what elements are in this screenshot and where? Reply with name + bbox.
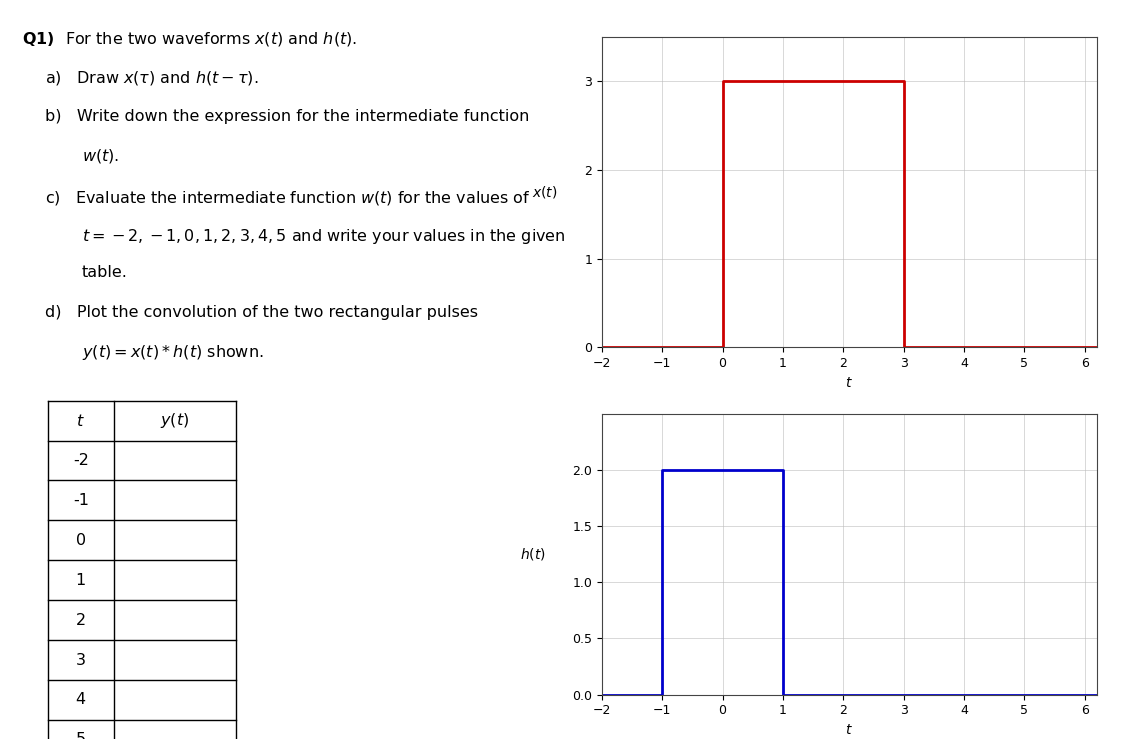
- Y-axis label: $x(t)$: $x(t)$: [532, 184, 558, 200]
- Text: For the two waveforms $x(t)$ and $h(t)$.: For the two waveforms $x(t)$ and $h(t)$.: [65, 30, 357, 47]
- X-axis label: $t$: $t$: [846, 375, 854, 389]
- Text: b)   Write down the expression for the intermediate function: b) Write down the expression for the int…: [45, 109, 530, 124]
- Text: 3: 3: [75, 653, 86, 667]
- Y-axis label: $h(t)$: $h(t)$: [521, 546, 546, 562]
- Text: 2: 2: [75, 613, 86, 627]
- Text: 5: 5: [75, 732, 86, 739]
- Text: $w(t)$.: $w(t)$.: [82, 147, 119, 166]
- Text: $y(t)$: $y(t)$: [161, 411, 190, 430]
- Text: 4: 4: [75, 692, 86, 707]
- Text: 0: 0: [75, 533, 86, 548]
- Text: d)   Plot the convolution of the two rectangular pulses: d) Plot the convolution of the two recta…: [45, 305, 478, 320]
- Text: c)   Evaluate the intermediate function $w(t)$ for the values of: c) Evaluate the intermediate function $w…: [45, 189, 531, 207]
- Text: -1: -1: [73, 493, 89, 508]
- Text: 1: 1: [75, 573, 86, 588]
- Text: a)   Draw $x(\tau)$ and $h(t - \tau)$.: a) Draw $x(\tau)$ and $h(t - \tau)$.: [45, 69, 259, 87]
- Text: $\mathbf{Q1)}$: $\mathbf{Q1)}$: [22, 30, 55, 47]
- Text: $y(t) = x(t) * h(t)$ shown.: $y(t) = x(t) * h(t)$ shown.: [82, 343, 263, 362]
- Text: -2: -2: [73, 453, 89, 468]
- Text: $t = -2, -1, 0, 1, 2, 3, 4, 5$ and write your values in the given: $t = -2, -1, 0, 1, 2, 3, 4, 5$ and write…: [82, 227, 565, 246]
- Text: table.: table.: [82, 265, 127, 280]
- X-axis label: $t$: $t$: [846, 723, 854, 737]
- Text: $t$: $t$: [76, 412, 86, 429]
